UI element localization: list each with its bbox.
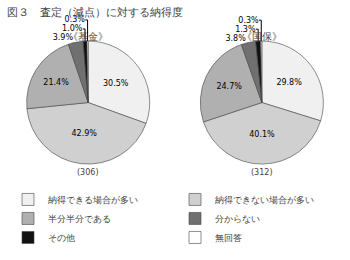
svg-text:3.8%: 3.8% (225, 34, 246, 43)
svg-text:29.8%: 29.8% (276, 78, 302, 87)
svg-text:21.4%: 21.4% (43, 78, 69, 87)
svg-text:図３ 査定（減点）に対する納得度: 図３ 査定（減点）に対する納得度 (7, 6, 183, 19)
svg-text:1.3%: 1.3% (235, 25, 256, 34)
svg-text:納得できる場合が多い: 納得できる場合が多い (48, 195, 138, 205)
svg-text:3.9%: 3.9% (53, 33, 74, 42)
svg-text:納得できない場合が多い: 納得できない場合が多い (215, 195, 314, 205)
svg-text:《基金》: 《基金》 (68, 31, 108, 42)
svg-text:半分半分である: 半分半分である (48, 214, 111, 224)
svg-text:30.5%: 30.5% (103, 79, 129, 88)
svg-text:24.7%: 24.7% (216, 82, 242, 91)
svg-text:分からない: 分からない (215, 214, 260, 224)
svg-text:42.9%: 42.9% (71, 129, 97, 138)
svg-text:0.3%: 0.3% (65, 15, 86, 24)
svg-text:その他: その他 (48, 233, 75, 243)
svg-text:0.3%: 0.3% (238, 16, 259, 25)
svg-text:(306): (306) (77, 168, 99, 177)
svg-text:(312): (312) (251, 168, 273, 177)
svg-text:1.0%: 1.0% (62, 24, 83, 33)
svg-text:40.1%: 40.1% (249, 130, 275, 139)
svg-text:無回答: 無回答 (215, 233, 242, 243)
svg-text:《国保》: 《国保》 (242, 31, 282, 42)
